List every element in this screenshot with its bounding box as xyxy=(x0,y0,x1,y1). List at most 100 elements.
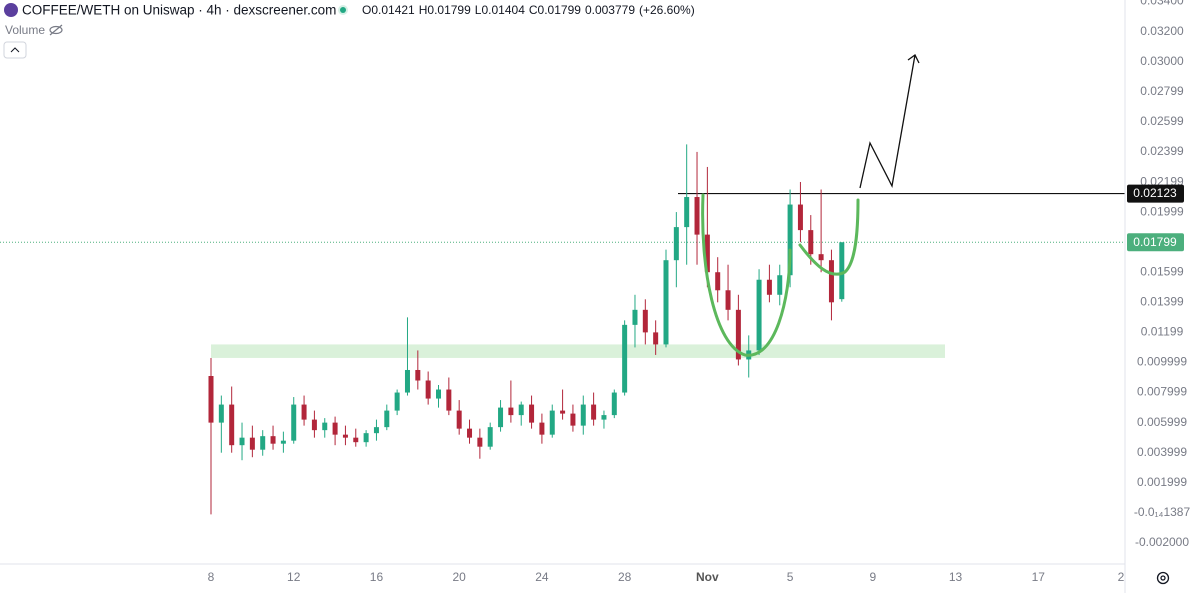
candle-body xyxy=(622,324,628,393)
x-tick-label: 20 xyxy=(453,570,467,584)
x-tick-label: 9 xyxy=(869,570,876,584)
candle-body xyxy=(384,410,390,428)
x-tick-label: 5 xyxy=(787,570,794,584)
y-tick-label: 0.01599 xyxy=(1140,265,1184,279)
x-tick-label: 2 xyxy=(1118,570,1125,584)
candle-body xyxy=(436,389,441,399)
candle-body xyxy=(508,407,514,416)
candle-body xyxy=(529,404,535,423)
x-tick-label: 16 xyxy=(370,570,384,584)
x-tick-label: 12 xyxy=(287,570,301,584)
candle-body xyxy=(291,404,297,441)
last-price-label: 0.01799 xyxy=(1133,235,1177,249)
candle-body xyxy=(415,369,421,381)
candle-body xyxy=(756,279,762,351)
candle-body xyxy=(735,309,741,360)
projection-arrow xyxy=(859,54,920,189)
last-price-label-box xyxy=(1127,233,1184,252)
y-tick-label: 0.003999 xyxy=(1137,445,1187,459)
candle-body xyxy=(487,427,493,447)
candle-body xyxy=(477,437,483,447)
candle-body xyxy=(663,260,669,345)
handle-curve xyxy=(798,198,860,276)
candle-body xyxy=(456,410,462,429)
y-tick-label: 0.009999 xyxy=(1137,355,1187,369)
candle-body xyxy=(229,404,235,446)
candle-body xyxy=(570,413,576,426)
candle-body xyxy=(839,242,845,300)
candle-body xyxy=(715,272,721,291)
y-tick-label: 0.03000 xyxy=(1140,54,1184,68)
y-tick-label: 0.005999 xyxy=(1137,415,1187,429)
candle-body xyxy=(311,419,317,431)
candle-body xyxy=(704,234,710,273)
candle-body xyxy=(373,427,379,434)
candle-body xyxy=(580,404,586,426)
resistance-label-box xyxy=(1127,184,1184,203)
y-tick-label: 0.03400 xyxy=(1140,0,1184,8)
y-tick-label: 0.03200 xyxy=(1140,24,1184,38)
y-tick-label: 0.02599 xyxy=(1140,114,1184,128)
candle-body xyxy=(797,204,803,231)
collapse-button[interactable] xyxy=(3,41,27,59)
candle-body xyxy=(270,436,276,444)
y-tick-label: 0.01199 xyxy=(1141,325,1184,339)
x-tick-label: 17 xyxy=(1032,570,1046,584)
candle-body xyxy=(446,389,452,411)
candle-body xyxy=(601,415,607,420)
settings-icon[interactable] xyxy=(1156,571,1170,585)
candle-body xyxy=(694,197,700,235)
candle-body xyxy=(404,369,410,393)
y-tick-label: 0.01399 xyxy=(1140,295,1184,309)
x-tick-label: 28 xyxy=(618,570,632,584)
y-tick-label: 0.02799 xyxy=(1140,84,1184,98)
candle-body xyxy=(787,204,793,276)
candle-body xyxy=(828,260,834,303)
x-tick-label: 13 xyxy=(949,570,963,584)
hide-volume-icon[interactable] xyxy=(49,24,63,36)
plot-area xyxy=(0,144,1125,515)
candle-body xyxy=(353,437,359,443)
x-tick-label: Nov xyxy=(696,570,719,584)
candle-body xyxy=(394,392,400,411)
chart-title: COFFEE/WETH on Uniswap · 4h · dexscreene… xyxy=(22,3,336,18)
support-zone xyxy=(211,344,945,358)
candle-body xyxy=(653,332,659,345)
y-tick-label: 0.01999 xyxy=(1140,204,1184,218)
candle-body xyxy=(611,392,617,416)
y-tick-label: -0.0₁₄1387 xyxy=(1134,505,1191,519)
candle-body xyxy=(632,309,638,325)
candle-body xyxy=(766,279,772,295)
candle-body xyxy=(363,433,369,443)
token-icon xyxy=(4,3,18,17)
candle-body xyxy=(808,230,814,255)
candle-body xyxy=(249,437,255,450)
candle-body xyxy=(818,254,824,261)
candle-body xyxy=(218,404,224,423)
candle-body xyxy=(467,428,473,438)
candle-body xyxy=(684,197,690,228)
candle-body xyxy=(332,422,338,435)
cup-curve xyxy=(701,193,792,357)
candle-body xyxy=(322,422,328,431)
candle-body xyxy=(260,436,266,450)
candle-body xyxy=(539,422,545,435)
y-tick-label: 0.001999 xyxy=(1137,475,1187,489)
ohlc-readout: O0.01421 H0.01799 L0.01404 C0.01799 0.003779… xyxy=(362,3,695,17)
candle-body xyxy=(301,404,307,420)
volume-label: Volume xyxy=(5,23,45,37)
candle-body xyxy=(725,290,731,310)
candle-body xyxy=(425,380,431,399)
candle-body xyxy=(777,275,783,295)
candle-body xyxy=(239,437,245,446)
resistance-label: 0.02123 xyxy=(1133,186,1177,200)
candle-body xyxy=(591,404,597,420)
collapse-icon xyxy=(10,47,20,53)
candle-body xyxy=(673,227,679,261)
candle-body xyxy=(498,407,504,428)
y-tick-label: -0.002000 xyxy=(1135,535,1189,549)
candle-body xyxy=(560,410,566,414)
candle-body xyxy=(518,404,524,416)
